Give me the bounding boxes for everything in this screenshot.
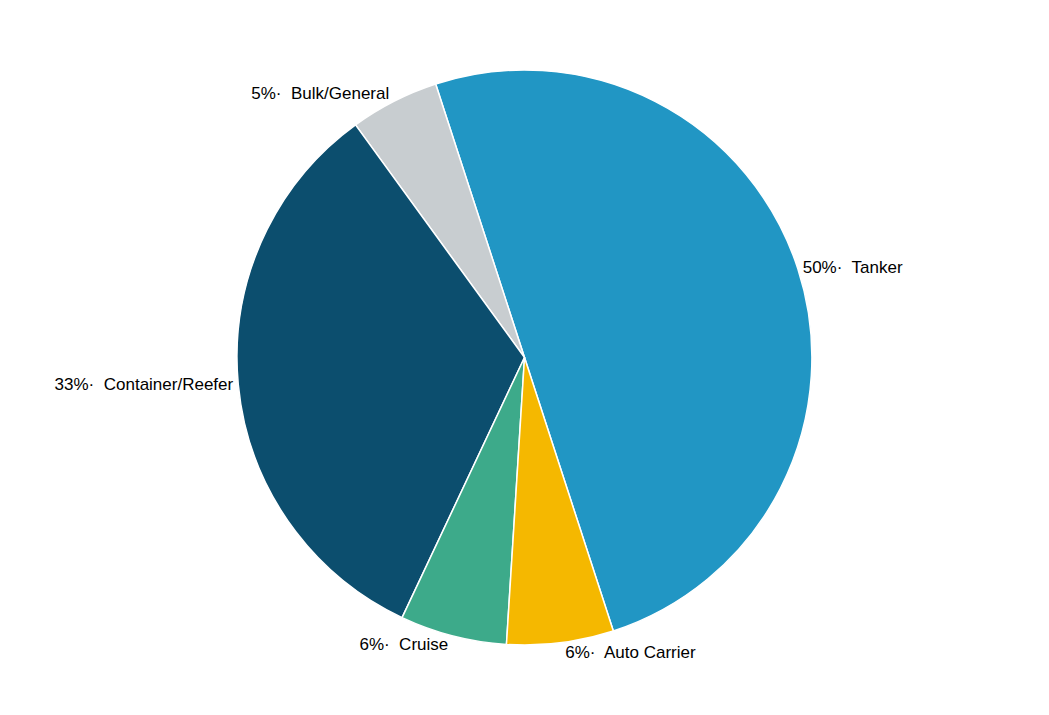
- svg-text:50%· Tanker: 50%· Tanker: [803, 258, 903, 277]
- svg-text:6%· Cruise: 6%· Cruise: [359, 635, 448, 654]
- svg-text:33%· Container/Reefer: 33%· Container/Reefer: [55, 375, 234, 394]
- svg-text:6%· Auto Carrier: 6%· Auto Carrier: [565, 643, 696, 662]
- svg-text:5%· Bulk/General: 5%· Bulk/General: [251, 84, 389, 103]
